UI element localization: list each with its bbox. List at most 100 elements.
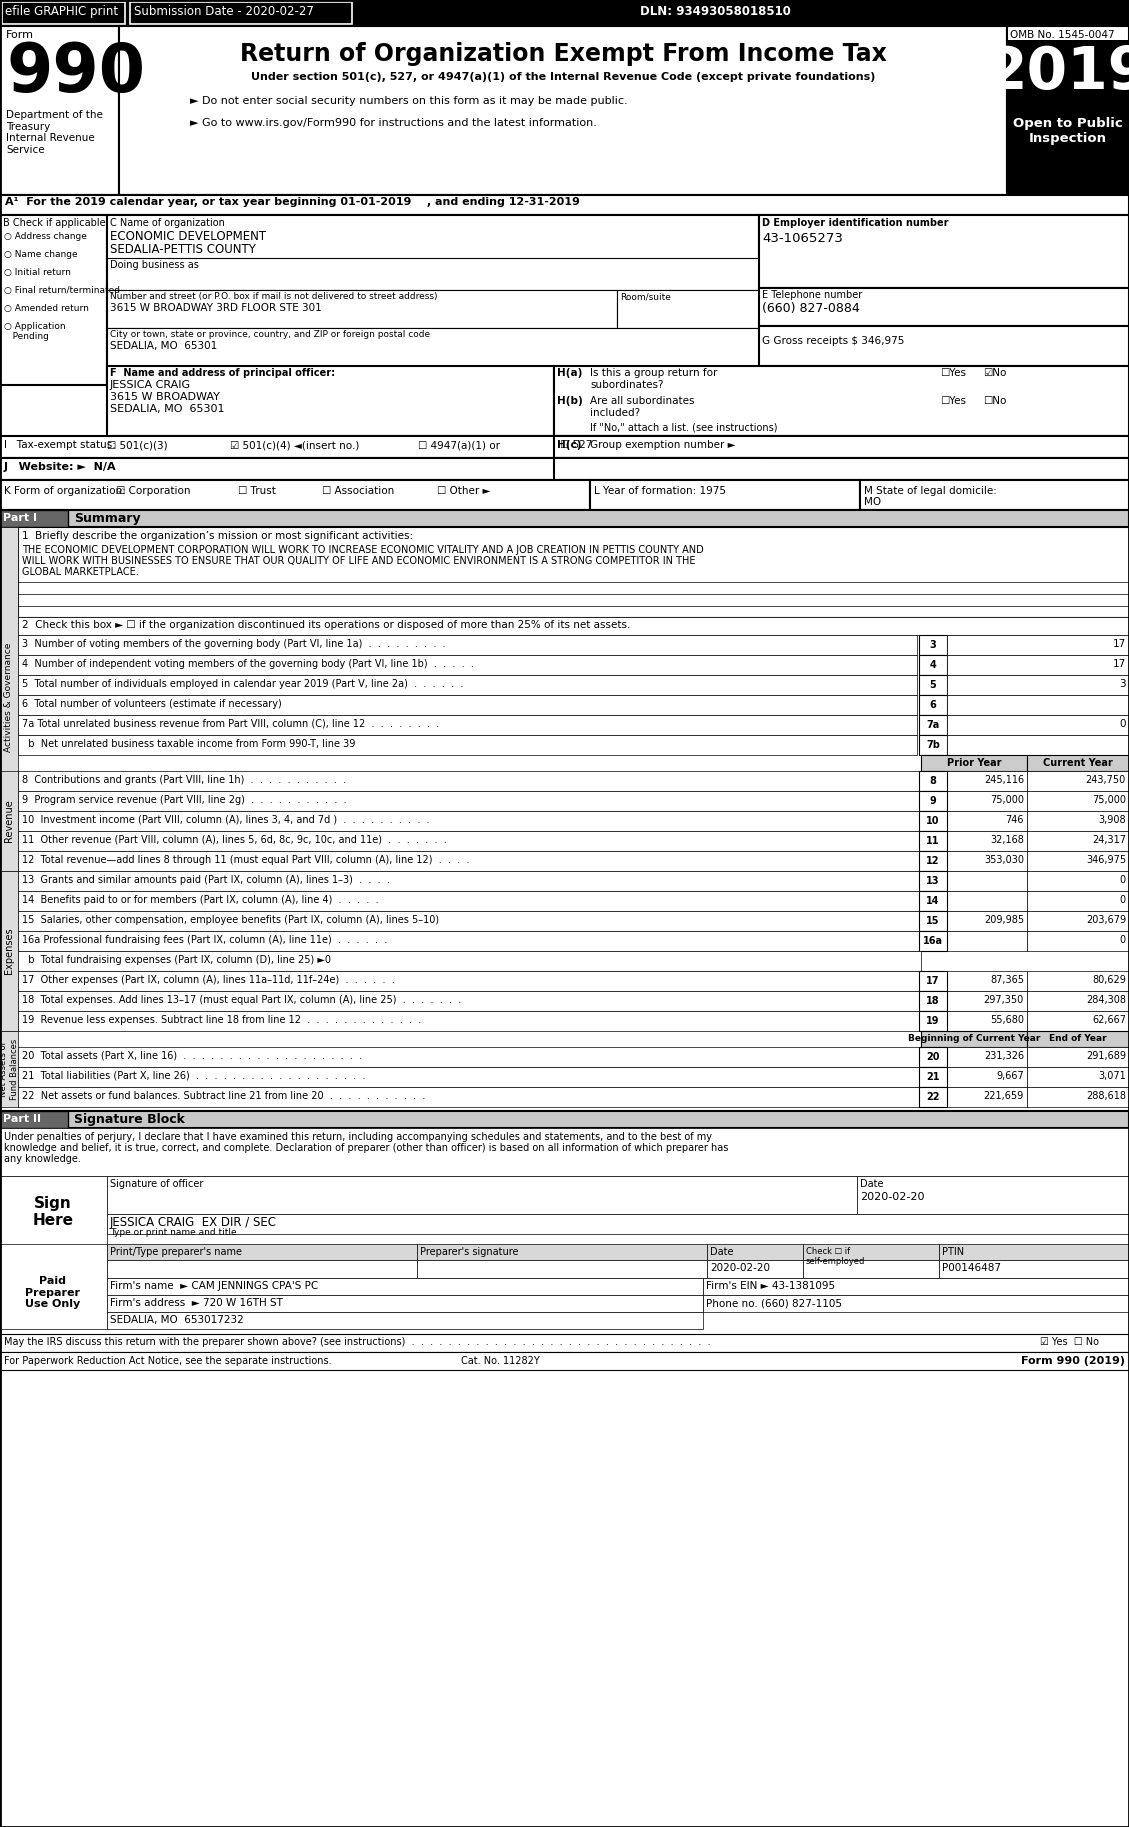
Text: ○ Initial return: ○ Initial return — [5, 269, 71, 278]
Text: 9  Program service revenue (Part VIII, line 2g)  .  .  .  .  .  .  .  .  .  .  .: 9 Program service revenue (Part VIII, li… — [21, 795, 347, 806]
Text: subordinates?: subordinates? — [590, 380, 664, 389]
Text: 245,116: 245,116 — [983, 775, 1024, 786]
Text: 0: 0 — [1120, 875, 1126, 884]
Text: Cat. No. 11282Y: Cat. No. 11282Y — [461, 1356, 540, 1367]
Bar — [947, 714, 1129, 734]
Text: Form 990 (2019): Form 990 (2019) — [1021, 1356, 1124, 1367]
Bar — [18, 734, 917, 755]
Bar — [919, 871, 947, 892]
Text: I   Tax-exempt status:: I Tax-exempt status: — [5, 440, 116, 449]
Text: 19  Revenue less expenses. Subtract line 18 from line 12  .  .  .  .  .  .  .  .: 19 Revenue less expenses. Subtract line … — [21, 1016, 421, 1025]
Text: 9,667: 9,667 — [996, 1071, 1024, 1082]
Text: 2020-02-20: 2020-02-20 — [710, 1262, 770, 1273]
Text: Check ☐ if
self-employed: Check ☐ if self-employed — [806, 1248, 865, 1266]
Text: 6: 6 — [929, 700, 936, 711]
Text: 32,168: 32,168 — [990, 835, 1024, 846]
Text: Date: Date — [860, 1178, 884, 1189]
Bar — [1027, 892, 1129, 912]
Bar — [1027, 871, 1129, 892]
Text: H(c): H(c) — [557, 440, 581, 449]
Bar — [947, 734, 1129, 755]
Text: ○ Name change: ○ Name change — [5, 250, 78, 259]
Bar — [919, 970, 947, 990]
Text: Group exemption number ►: Group exemption number ► — [590, 440, 736, 449]
Text: Print/Type preparer's name: Print/Type preparer's name — [110, 1248, 242, 1257]
Bar — [0, 871, 18, 1030]
Text: 17: 17 — [1113, 639, 1126, 649]
Bar — [0, 771, 18, 871]
Bar — [18, 851, 921, 871]
Bar — [919, 694, 947, 714]
Bar — [921, 871, 1027, 892]
Text: 80,629: 80,629 — [1092, 976, 1126, 985]
Bar — [590, 481, 860, 510]
Text: 5  Total number of individuals employed in calendar year 2019 (Part V, line 2a) : 5 Total number of individuals employed i… — [21, 680, 463, 689]
Text: 11  Other revenue (Part VIII, column (A), lines 5, 6d, 8c, 9c, 10c, and 11e)  . : 11 Other revenue (Part VIII, column (A),… — [21, 835, 447, 846]
Text: JESSICA CRAIG: JESSICA CRAIG — [110, 380, 191, 389]
Text: OMB No. 1545-0047: OMB No. 1545-0047 — [1010, 29, 1114, 40]
Text: 209,985: 209,985 — [983, 915, 1024, 924]
Text: Open to Public
Inspection: Open to Public Inspection — [1013, 117, 1123, 144]
Text: included?: included? — [590, 407, 640, 418]
Text: Expenses: Expenses — [5, 928, 14, 974]
Text: Date: Date — [710, 1248, 734, 1257]
Text: 14  Benefits paid to or for members (Part IX, column (A), line 4)  .  .  .  .  .: 14 Benefits paid to or for members (Part… — [21, 895, 378, 904]
Text: 291,689: 291,689 — [1086, 1051, 1126, 1061]
Text: Form: Form — [6, 29, 34, 40]
Bar — [919, 990, 947, 1010]
Text: 15  Salaries, other compensation, employee benefits (Part IX, column (A), lines : 15 Salaries, other compensation, employe… — [21, 915, 439, 924]
Text: 17  Other expenses (Part IX, column (A), lines 11a–11d, 11f–24e)  .  .  .  .  . : 17 Other expenses (Part IX, column (A), … — [21, 976, 395, 985]
Bar — [18, 674, 917, 694]
Bar — [18, 932, 921, 952]
Text: 16a: 16a — [924, 935, 943, 946]
Text: 12  Total revenue—add lines 8 through 11 (must equal Part VIII, column (A), line: 12 Total revenue—add lines 8 through 11 … — [21, 855, 470, 864]
Bar — [107, 1295, 703, 1312]
Text: H(b): H(b) — [557, 396, 583, 406]
Bar — [919, 791, 947, 811]
Bar — [919, 932, 947, 952]
Text: ☑ Corporation: ☑ Corporation — [116, 486, 191, 495]
Text: ☑ Yes  ☐ No: ☑ Yes ☐ No — [1040, 1337, 1099, 1346]
Bar — [107, 1244, 417, 1261]
Bar — [803, 1261, 939, 1279]
Bar — [0, 1111, 1129, 1127]
Text: M State of legal domicile:: M State of legal domicile: — [864, 486, 997, 495]
Bar — [1027, 1030, 1129, 1047]
Bar — [107, 290, 618, 329]
Text: 18  Total expenses. Add lines 13–17 (must equal Part IX, column (A), line 25)  .: 18 Total expenses. Add lines 13–17 (must… — [21, 996, 462, 1005]
Bar — [1027, 1047, 1129, 1067]
Text: MO: MO — [864, 497, 881, 508]
Text: 62,667: 62,667 — [1092, 1016, 1126, 1025]
Text: 9: 9 — [929, 797, 936, 806]
Bar — [1027, 791, 1129, 811]
Text: 22  Net assets or fund balances. Subtract line 21 from line 20  .  .  .  .  .  .: 22 Net assets or fund balances. Subtract… — [21, 1091, 426, 1102]
Bar — [0, 510, 68, 526]
Bar — [919, 1087, 947, 1107]
Bar — [417, 1261, 707, 1279]
Text: Part II: Part II — [3, 1114, 41, 1124]
Text: Activities & Governance: Activities & Governance — [5, 643, 14, 751]
Bar — [0, 0, 1129, 26]
Text: ► Go to www.irs.gov/Form990 for instructions and the latest information.: ► Go to www.irs.gov/Form990 for instruct… — [190, 119, 597, 128]
Bar — [0, 1177, 107, 1248]
Bar — [0, 1352, 1129, 1370]
Text: C Name of organization: C Name of organization — [110, 217, 225, 228]
Text: SEDALIA, MO  65301: SEDALIA, MO 65301 — [110, 404, 225, 415]
Bar — [939, 1244, 1129, 1261]
Bar — [921, 771, 1027, 791]
Text: DLN: 93493058018510: DLN: 93493058018510 — [640, 5, 791, 18]
Bar — [921, 912, 1027, 932]
Bar — [18, 618, 1129, 636]
Bar — [1027, 1087, 1129, 1107]
Bar — [919, 892, 947, 912]
Text: 13  Grants and similar amounts paid (Part IX, column (A), lines 1–3)  .  .  .  .: 13 Grants and similar amounts paid (Part… — [21, 875, 390, 884]
Bar — [919, 734, 947, 755]
Text: 2  Check this box ► ☐ if the organization discontinued its operations or dispose: 2 Check this box ► ☐ if the organization… — [21, 619, 630, 630]
Text: P00146487: P00146487 — [942, 1262, 1001, 1273]
Text: b  Net unrelated business taxable income from Form 990-T, line 39: b Net unrelated business taxable income … — [21, 738, 356, 749]
Text: Room/suite: Room/suite — [620, 292, 671, 301]
Bar — [703, 1295, 1129, 1312]
Text: WILL WORK WITH BUSINESSES TO ENSURE THAT OUR QUALITY OF LIFE AND ECONOMIC ENVIRO: WILL WORK WITH BUSINESSES TO ENSURE THAT… — [21, 555, 695, 566]
Text: 7a Total unrelated business revenue from Part VIII, column (C), line 12  .  .  .: 7a Total unrelated business revenue from… — [21, 720, 439, 729]
Text: 346,975: 346,975 — [1086, 855, 1126, 864]
